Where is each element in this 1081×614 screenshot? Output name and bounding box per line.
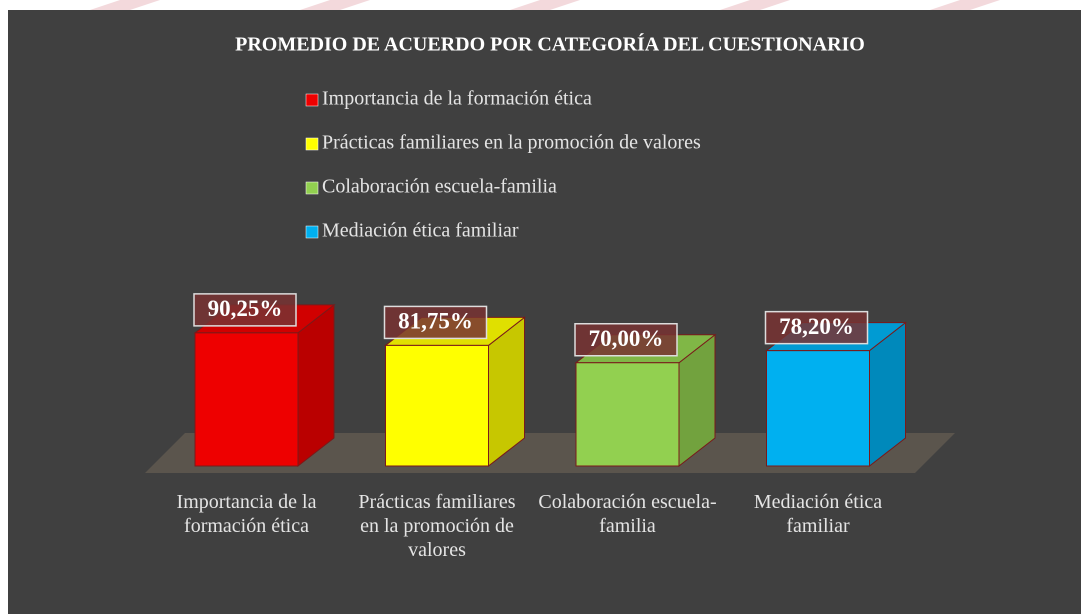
value-label-box [193, 293, 297, 327]
legend-label: Colaboración escuela-familia [322, 176, 557, 198]
value-label: 70,00% [589, 326, 664, 351]
value-label: 90,25% [208, 296, 283, 321]
x-tick-label: Mediación ética familiar [753, 491, 883, 537]
bar [575, 362, 680, 467]
decoration [90, 0, 1000, 10]
value-label-box [574, 323, 678, 357]
value-label: 81,75% [398, 309, 473, 334]
legend-label: Importancia de la formación ética [322, 88, 592, 110]
bar [766, 350, 870, 467]
legend-swatch [305, 181, 319, 195]
value-label-box [764, 310, 869, 345]
legend-label: Mediación ética familiar [322, 220, 519, 242]
bar [385, 344, 489, 467]
chart-title: PROMEDIO DE ACUERDO POR CATEGORÍA DEL CU… [235, 33, 865, 56]
floor [145, 433, 955, 473]
x-tick-label: Prácticas familiares en la promoción de … [358, 491, 516, 561]
legend-swatch [305, 137, 319, 151]
value-label: 78,20% [779, 314, 854, 339]
chart-panel [8, 10, 1081, 614]
value-label-box [383, 305, 488, 340]
bar [194, 332, 299, 467]
legend-label: Prácticas familiares en la promoción de … [322, 132, 701, 154]
legend-swatch [305, 225, 319, 239]
x-tick-label: Importancia de la formación ética [176, 491, 317, 537]
x-tick-label: Colaboración escuela-familia [538, 491, 717, 537]
legend-swatch [305, 93, 319, 107]
